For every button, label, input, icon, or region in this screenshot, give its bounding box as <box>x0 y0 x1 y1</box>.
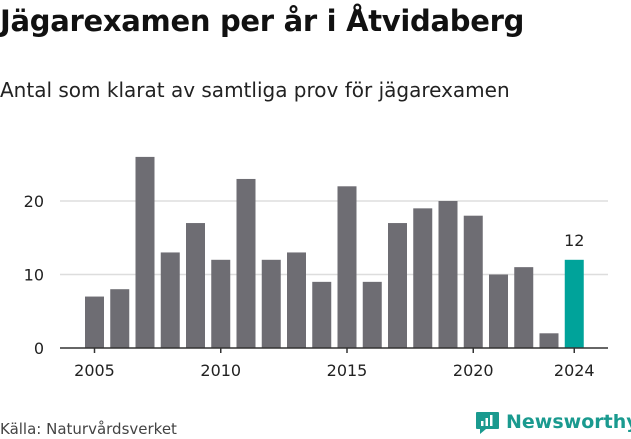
x-tick-label: 2010 <box>200 361 241 380</box>
bar-2017 <box>388 223 407 348</box>
x-tick-label: 2015 <box>327 361 368 380</box>
brand-name: Newsworthy <box>506 410 631 433</box>
bar-2015 <box>337 186 357 348</box>
bar-2022 <box>514 267 534 348</box>
y-tick-label: 20 <box>24 192 44 211</box>
bar-2008 <box>160 252 180 348</box>
bar-2010 <box>211 259 231 348</box>
bar-2023 <box>539 333 559 348</box>
bar-2011 <box>236 178 256 348</box>
chart-subtitle: Antal som klarat av samtliga prov för jä… <box>0 78 510 102</box>
y-tick-label: 10 <box>24 266 44 285</box>
bar-2007 <box>135 156 155 348</box>
bar-2005 <box>85 296 104 348</box>
bar-2024 <box>564 259 584 348</box>
source-note: Källa: Naturvårdsverket <box>0 420 177 438</box>
bar-2012 <box>261 259 281 348</box>
bar-2019 <box>438 201 458 348</box>
x-tick-label: 2024 <box>554 361 595 380</box>
bar-2016 <box>362 281 382 348</box>
bar-2009 <box>186 223 205 348</box>
y-tick-label: 0 <box>34 339 44 358</box>
x-tick-label: 2020 <box>453 361 494 380</box>
newsworthy-icon <box>476 412 499 434</box>
bar-2006 <box>110 289 130 348</box>
x-tick-label: 2005 <box>74 361 115 380</box>
chart-title: Jägarexamen per år i Åtvidaberg <box>0 4 525 38</box>
bar-2014 <box>312 281 332 348</box>
data-label-2024: 12 <box>564 231 584 250</box>
bar-2018 <box>413 208 433 348</box>
bar-2013 <box>287 252 306 348</box>
bar-2020 <box>463 215 483 348</box>
newsworthy-logo[interactable]: Newsworthy <box>475 409 631 434</box>
bar-2021 <box>489 274 508 348</box>
